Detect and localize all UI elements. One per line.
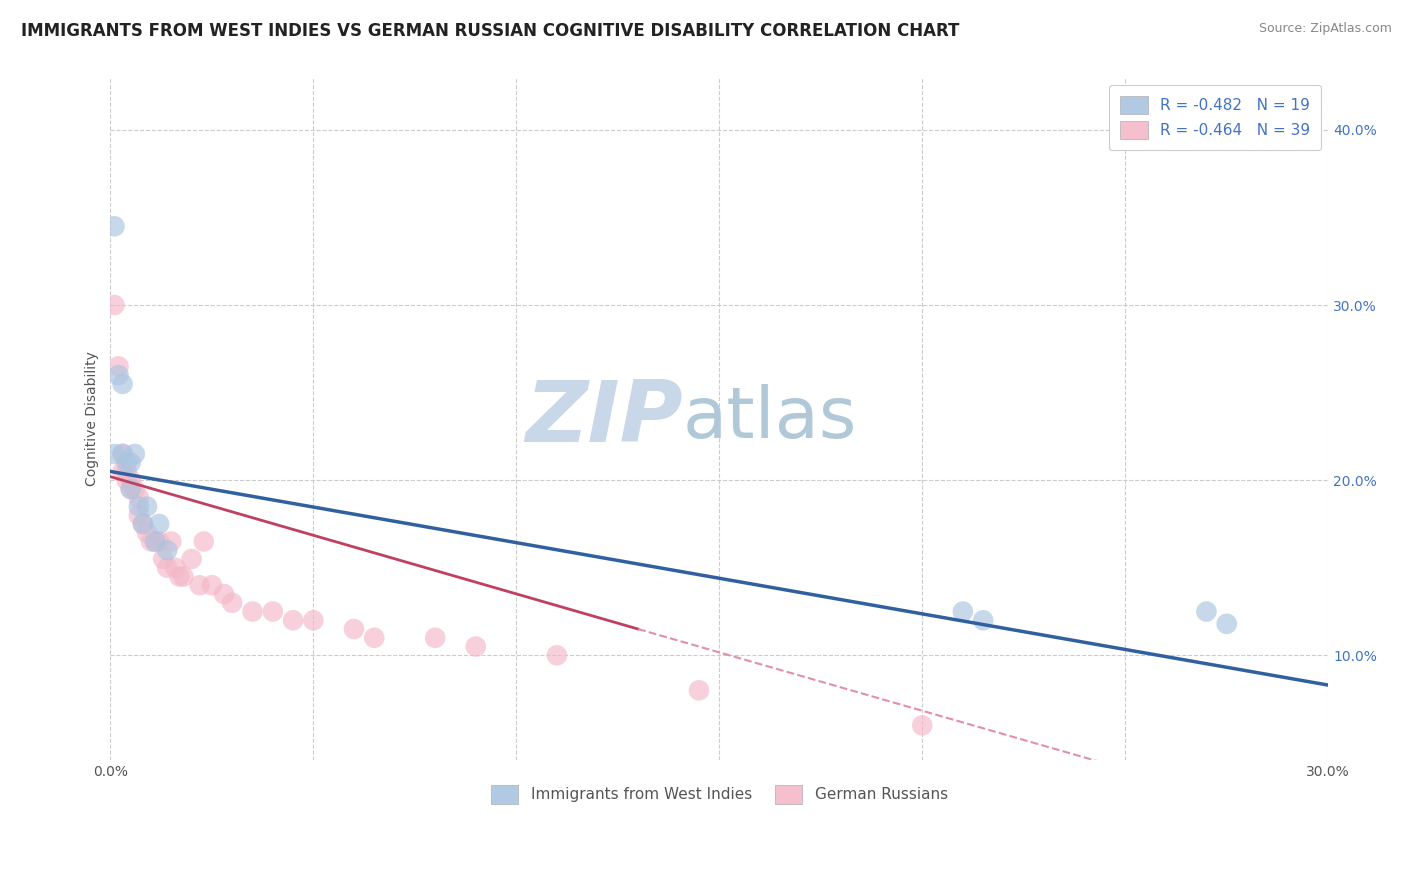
Point bbox=[343, 622, 366, 636]
Point bbox=[1195, 605, 1218, 619]
Point bbox=[132, 516, 155, 531]
Point bbox=[156, 543, 179, 558]
Point bbox=[107, 359, 129, 374]
Point bbox=[201, 578, 224, 592]
Text: atlas: atlas bbox=[683, 384, 858, 453]
Point bbox=[124, 447, 146, 461]
Point bbox=[221, 596, 243, 610]
Point bbox=[911, 718, 934, 732]
Point bbox=[262, 605, 284, 619]
Point bbox=[972, 613, 994, 627]
Point bbox=[120, 482, 142, 496]
Point bbox=[156, 561, 179, 575]
Point bbox=[281, 613, 304, 627]
Point bbox=[136, 500, 159, 514]
Point bbox=[115, 465, 138, 479]
Point bbox=[128, 491, 150, 505]
Point bbox=[139, 534, 162, 549]
Point bbox=[688, 683, 710, 698]
Point bbox=[160, 534, 183, 549]
Point bbox=[546, 648, 568, 663]
Text: Source: ZipAtlas.com: Source: ZipAtlas.com bbox=[1258, 22, 1392, 36]
Point bbox=[111, 376, 134, 391]
Legend: Immigrants from West Indies, German Russians: Immigrants from West Indies, German Russ… bbox=[481, 774, 959, 814]
Point bbox=[212, 587, 235, 601]
Text: IMMIGRANTS FROM WEST INDIES VS GERMAN RUSSIAN COGNITIVE DISABILITY CORRELATION C: IMMIGRANTS FROM WEST INDIES VS GERMAN RU… bbox=[21, 22, 959, 40]
Point bbox=[128, 508, 150, 523]
Point bbox=[107, 368, 129, 383]
Point bbox=[120, 482, 142, 496]
Point bbox=[136, 525, 159, 540]
Point bbox=[132, 516, 155, 531]
Point bbox=[120, 456, 142, 470]
Point bbox=[423, 631, 446, 645]
Point bbox=[363, 631, 385, 645]
Point bbox=[148, 516, 170, 531]
Point bbox=[115, 473, 138, 487]
Point bbox=[165, 561, 187, 575]
Point bbox=[111, 447, 134, 461]
Y-axis label: Cognitive Disability: Cognitive Disability bbox=[86, 351, 100, 486]
Point bbox=[124, 482, 146, 496]
Point bbox=[148, 534, 170, 549]
Text: ZIP: ZIP bbox=[526, 377, 683, 460]
Point bbox=[120, 473, 142, 487]
Point bbox=[302, 613, 325, 627]
Point bbox=[103, 298, 125, 312]
Point bbox=[115, 456, 138, 470]
Point bbox=[103, 219, 125, 234]
Point bbox=[111, 465, 134, 479]
Point bbox=[169, 569, 191, 583]
Point bbox=[952, 605, 974, 619]
Point bbox=[172, 569, 194, 583]
Point bbox=[180, 552, 202, 566]
Point bbox=[1215, 616, 1237, 631]
Point bbox=[103, 447, 125, 461]
Point bbox=[193, 534, 215, 549]
Point bbox=[242, 605, 264, 619]
Point bbox=[143, 534, 166, 549]
Point bbox=[464, 640, 486, 654]
Point bbox=[152, 552, 174, 566]
Point bbox=[143, 534, 166, 549]
Point bbox=[128, 500, 150, 514]
Point bbox=[111, 447, 134, 461]
Point bbox=[188, 578, 211, 592]
